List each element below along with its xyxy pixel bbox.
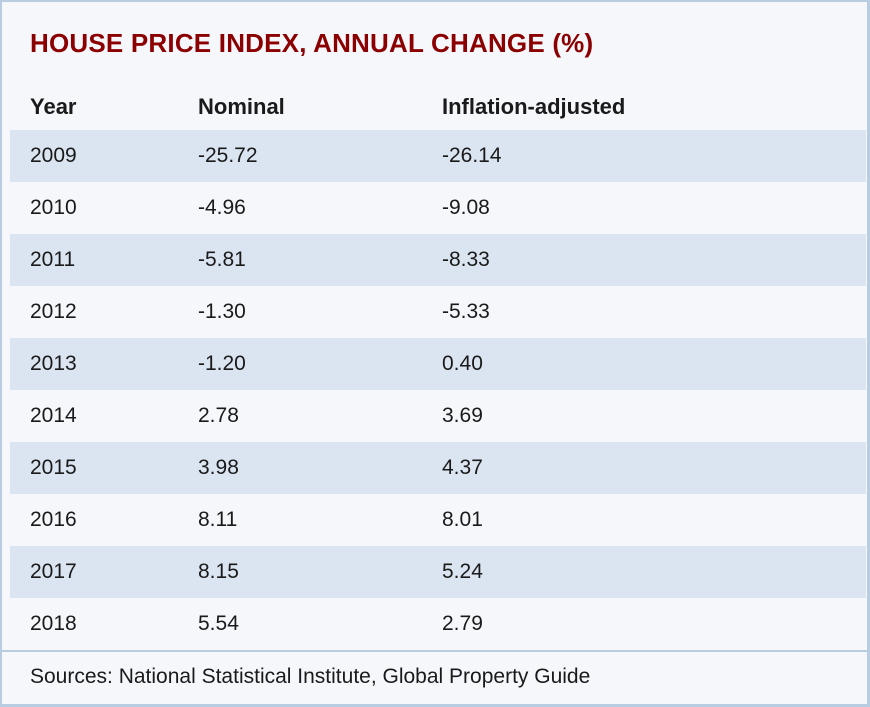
table-row: 2011 -5.81 -8.33 <box>10 234 866 286</box>
inflation-adjusted-cell: 4.37 <box>442 456 483 479</box>
table-row: 2013 -1.20 0.40 <box>10 338 866 390</box>
table-row: 2015 3.98 4.37 <box>10 442 866 494</box>
nominal-cell: -1.20 <box>198 352 246 375</box>
inflation-adjusted-cell: 3.69 <box>442 404 483 427</box>
nominal-cell: 8.15 <box>198 560 239 583</box>
nominal-cell: 3.98 <box>198 456 239 479</box>
table-row: 2014 2.78 3.69 <box>10 390 866 442</box>
nominal-cell: 5.54 <box>198 612 239 635</box>
inflation-adjusted-cell: 8.01 <box>442 508 483 531</box>
table-row: 2010 -4.96 -9.08 <box>10 182 866 234</box>
inflation-adjusted-cell: -9.08 <box>442 196 490 219</box>
page-title: HOUSE PRICE INDEX, ANNUAL CHANGE (%) <box>30 27 594 58</box>
inflation-adjusted-cell: 0.40 <box>442 352 483 375</box>
nominal-cell: -5.81 <box>198 248 246 271</box>
table-row: 2009 -25.72 -26.14 <box>10 130 866 182</box>
year-cell: 2015 <box>30 456 77 479</box>
column-header-year: Year <box>30 94 77 119</box>
year-cell: 2013 <box>30 352 77 375</box>
year-cell: 2010 <box>30 196 77 219</box>
column-header-inflation-adjusted: Inflation-adjusted <box>442 94 626 119</box>
inflation-adjusted-cell: 5.24 <box>442 560 483 583</box>
sources-text: Sources: National Statistical Institute,… <box>30 665 591 688</box>
year-cell: 2009 <box>30 144 77 167</box>
nominal-cell: -1.30 <box>198 300 246 323</box>
table-row: 2012 -1.30 -5.33 <box>10 286 866 338</box>
sources-footer: Sources: National Statistical Institute,… <box>2 650 867 702</box>
year-cell: 2016 <box>30 508 77 531</box>
house-price-table: Year Nominal Inflation-adjusted 2009 -25… <box>10 84 866 650</box>
inflation-adjusted-cell: 2.79 <box>442 612 483 635</box>
table-row: 2016 8.11 8.01 <box>10 494 866 546</box>
nominal-cell: 8.11 <box>198 508 238 531</box>
year-cell: 2011 <box>30 248 76 271</box>
nominal-cell: -25.72 <box>198 144 258 167</box>
inflation-adjusted-cell: -26.14 <box>442 144 502 167</box>
year-cell: 2018 <box>30 612 77 635</box>
year-cell: 2014 <box>30 404 77 427</box>
nominal-cell: 2.78 <box>198 404 239 427</box>
year-cell: 2012 <box>30 300 77 323</box>
table-row: 2018 5.54 2.79 <box>10 598 866 650</box>
nominal-cell: -4.96 <box>198 196 246 219</box>
table-row: 2017 8.15 5.24 <box>10 546 866 598</box>
year-cell: 2017 <box>30 560 77 583</box>
inflation-adjusted-cell: -8.33 <box>442 248 490 271</box>
title-block: HOUSE PRICE INDEX, ANNUAL CHANGE (%) <box>2 2 867 84</box>
table-header-row: Year Nominal Inflation-adjusted <box>10 84 866 130</box>
column-header-nominal: Nominal <box>198 94 285 119</box>
inflation-adjusted-cell: -5.33 <box>442 300 490 323</box>
